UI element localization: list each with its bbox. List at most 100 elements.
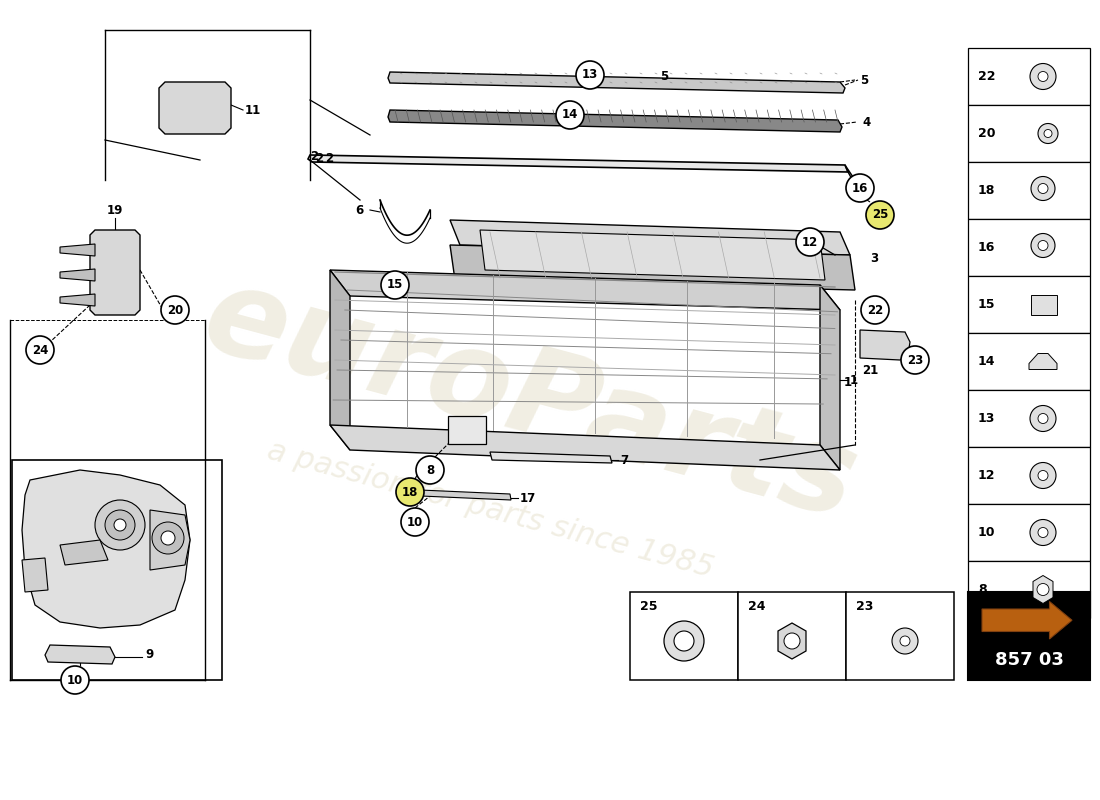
Polygon shape [60,294,95,306]
Text: 18: 18 [978,184,996,197]
Text: 1: 1 [850,374,858,386]
Circle shape [1031,234,1055,258]
Bar [448,416,486,444]
Polygon shape [60,244,95,256]
Text: 23: 23 [856,601,873,614]
Text: 12: 12 [978,469,996,482]
Polygon shape [845,165,858,190]
Circle shape [1038,527,1048,538]
Text: 857 03: 857 03 [994,651,1064,669]
Text: 14: 14 [562,109,579,122]
Text: 24: 24 [748,601,766,614]
Circle shape [1038,414,1048,423]
Text: 14: 14 [978,355,996,368]
Circle shape [1038,241,1048,250]
Polygon shape [60,269,95,281]
Circle shape [892,628,918,654]
Text: 25: 25 [640,601,658,614]
Bar [968,333,1090,390]
Circle shape [1030,63,1056,90]
Circle shape [866,201,894,229]
Text: 8: 8 [978,583,987,596]
Polygon shape [480,230,825,280]
Text: 4: 4 [862,115,870,129]
Text: 22: 22 [867,303,883,317]
Circle shape [784,633,800,649]
Circle shape [60,666,89,694]
Circle shape [1031,177,1055,201]
Polygon shape [150,510,190,570]
Bar [968,162,1090,219]
Text: 3: 3 [870,251,878,265]
Text: 21: 21 [862,363,878,377]
Polygon shape [90,230,140,315]
Polygon shape [388,72,845,93]
Polygon shape [450,245,855,290]
Polygon shape [420,490,512,500]
Circle shape [900,636,910,646]
Bar [968,447,1090,504]
Polygon shape [45,645,116,664]
Bar [968,105,1090,162]
Text: 12: 12 [802,235,818,249]
Polygon shape [1033,575,1053,603]
Text: 15: 15 [978,298,996,311]
Text: 19: 19 [107,203,123,217]
Circle shape [664,621,704,661]
Polygon shape [330,270,840,310]
Text: 5: 5 [860,74,868,86]
Text: euroParts: euroParts [191,257,869,543]
Circle shape [556,101,584,129]
Polygon shape [982,602,1072,639]
Text: 13: 13 [978,412,996,425]
Circle shape [396,478,424,506]
Polygon shape [450,220,850,255]
Polygon shape [330,425,840,470]
Circle shape [796,228,824,256]
Text: 15: 15 [387,278,404,291]
Text: 2: 2 [315,151,323,165]
Polygon shape [160,82,231,134]
Circle shape [381,271,409,299]
Polygon shape [1031,294,1057,314]
Polygon shape [22,558,48,592]
Circle shape [1038,123,1058,143]
Bar [968,390,1090,447]
Circle shape [416,456,444,484]
Text: 20: 20 [167,303,183,317]
Text: 9: 9 [145,649,153,662]
Circle shape [26,336,54,364]
Text: 2: 2 [310,150,318,163]
Text: 23: 23 [906,354,923,366]
Text: 2: 2 [324,151,333,165]
Polygon shape [490,452,612,463]
Circle shape [846,174,874,202]
Polygon shape [22,470,190,628]
Text: 1: 1 [844,375,852,389]
Text: 7: 7 [620,454,628,466]
Circle shape [901,346,930,374]
Circle shape [161,531,175,545]
Polygon shape [778,623,806,659]
Circle shape [152,522,184,554]
Circle shape [1030,462,1056,489]
Text: 10: 10 [978,526,996,539]
Text: 16: 16 [851,182,868,194]
Polygon shape [388,110,842,132]
Bar [968,219,1090,276]
Bar [968,504,1090,561]
Polygon shape [330,270,350,450]
Bar [968,48,1090,105]
Circle shape [1037,583,1049,595]
Polygon shape [60,540,108,565]
Bar [630,592,738,680]
Circle shape [402,508,429,536]
Bar [12,460,222,680]
Text: 17: 17 [520,491,537,505]
Circle shape [1030,406,1056,431]
Circle shape [95,500,145,550]
Circle shape [1038,183,1048,194]
Bar [968,276,1090,333]
Polygon shape [1028,354,1057,370]
Text: 11: 11 [245,103,262,117]
